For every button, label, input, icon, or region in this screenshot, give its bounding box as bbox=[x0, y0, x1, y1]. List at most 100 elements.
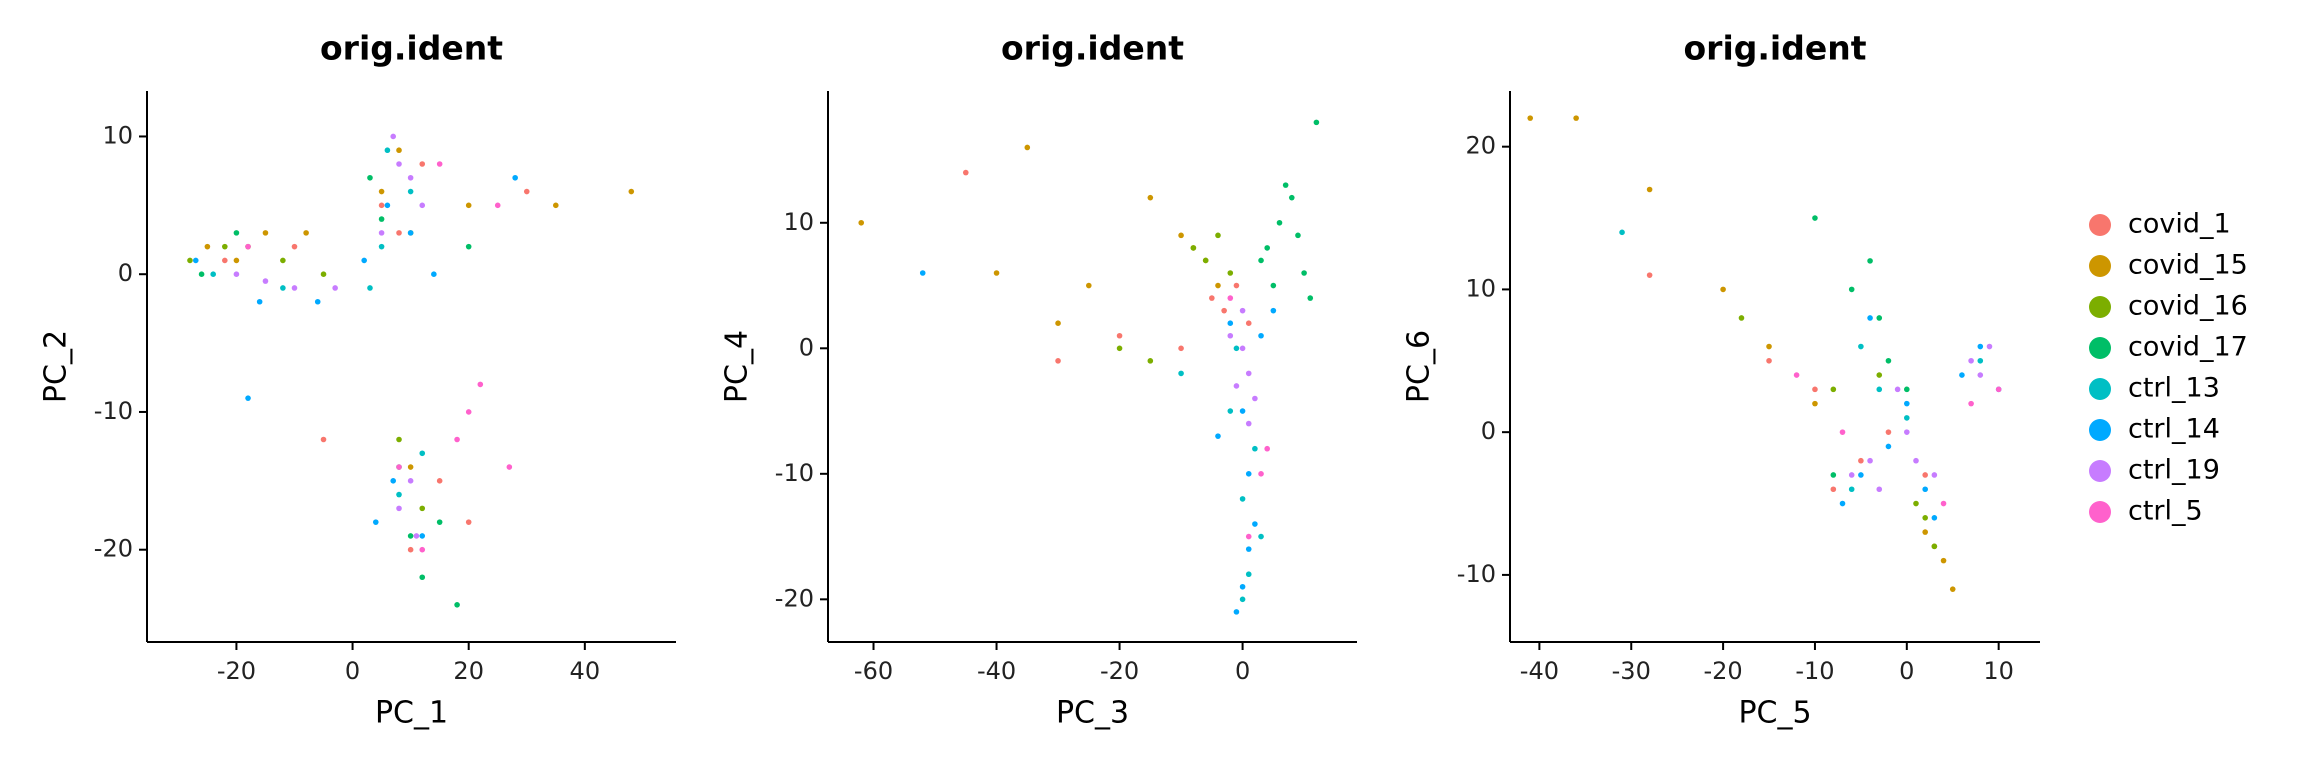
point bbox=[1233, 345, 1240, 352]
point bbox=[1239, 307, 1246, 314]
point bbox=[407, 230, 414, 236]
legend-key bbox=[2089, 337, 2111, 359]
point bbox=[1227, 270, 1234, 276]
point bbox=[1931, 515, 1938, 521]
point bbox=[204, 243, 211, 250]
chart-title: orig.ident bbox=[1684, 29, 1867, 68]
point bbox=[454, 436, 460, 443]
point bbox=[1830, 472, 1837, 478]
point bbox=[1940, 557, 1947, 564]
point bbox=[1233, 282, 1240, 289]
point bbox=[245, 243, 251, 250]
point bbox=[506, 464, 513, 470]
point bbox=[1885, 443, 1892, 450]
point bbox=[1995, 386, 2002, 393]
point bbox=[431, 271, 437, 278]
x-tick-label: -40 bbox=[977, 657, 1016, 685]
point bbox=[1270, 282, 1277, 289]
x-axis-label: PC_3 bbox=[1056, 696, 1129, 731]
point bbox=[1885, 429, 1892, 435]
point bbox=[1313, 119, 1320, 126]
point bbox=[1190, 245, 1197, 251]
point bbox=[390, 478, 397, 484]
point bbox=[320, 436, 327, 443]
point bbox=[1894, 386, 1901, 393]
point bbox=[919, 270, 926, 276]
point bbox=[1913, 457, 1919, 464]
y-tick-label: -10 bbox=[94, 397, 133, 425]
point bbox=[396, 505, 402, 512]
legend-label: ctrl_19 bbox=[2128, 455, 2220, 486]
legend-key bbox=[2089, 214, 2111, 236]
point bbox=[187, 257, 193, 264]
point bbox=[1968, 400, 1974, 407]
point bbox=[1215, 282, 1221, 289]
y-tick-label: 10 bbox=[1465, 274, 1496, 302]
point bbox=[1276, 219, 1283, 226]
chart-title: orig.ident bbox=[320, 29, 503, 68]
point bbox=[1830, 486, 1837, 493]
point bbox=[1858, 457, 1864, 464]
point bbox=[1940, 500, 1947, 507]
point bbox=[303, 230, 309, 236]
point bbox=[1968, 357, 1974, 364]
x-tick-label: 10 bbox=[1983, 657, 2014, 685]
point bbox=[1147, 194, 1154, 201]
legend-label: covid_17 bbox=[2128, 332, 2248, 363]
x-tick-label: 0 bbox=[1235, 657, 1250, 685]
point bbox=[396, 436, 402, 443]
point bbox=[1839, 429, 1846, 435]
point bbox=[1178, 232, 1184, 239]
point bbox=[1977, 343, 1984, 350]
point bbox=[1215, 433, 1221, 439]
point bbox=[1270, 307, 1277, 314]
point bbox=[1233, 383, 1240, 389]
point bbox=[1858, 343, 1864, 350]
point bbox=[210, 271, 216, 278]
point bbox=[858, 219, 865, 226]
legend-key bbox=[2089, 501, 2111, 523]
point bbox=[407, 533, 414, 539]
point bbox=[1055, 320, 1061, 326]
y-tick-label: 20 bbox=[1465, 132, 1496, 160]
point bbox=[1264, 245, 1270, 251]
point bbox=[1876, 486, 1883, 493]
point bbox=[552, 202, 559, 209]
point bbox=[1227, 320, 1234, 326]
point bbox=[494, 202, 501, 209]
point bbox=[407, 188, 414, 195]
point bbox=[1848, 486, 1855, 493]
point bbox=[1221, 307, 1227, 314]
point bbox=[1904, 400, 1910, 407]
legend-label: covid_16 bbox=[2128, 291, 2248, 322]
point bbox=[407, 546, 414, 553]
point bbox=[1178, 345, 1184, 352]
point bbox=[256, 298, 263, 305]
point bbox=[1646, 272, 1653, 278]
legend-label: ctrl_13 bbox=[2128, 373, 2220, 404]
point bbox=[1876, 315, 1883, 321]
x-tick-label: -60 bbox=[854, 657, 893, 685]
point bbox=[1839, 500, 1846, 507]
legend-label: ctrl_14 bbox=[2128, 414, 2220, 445]
y-tick-label: -20 bbox=[775, 584, 814, 612]
point bbox=[245, 395, 251, 401]
point bbox=[1178, 370, 1184, 377]
point bbox=[1738, 315, 1745, 321]
point bbox=[1307, 295, 1314, 301]
point bbox=[262, 278, 269, 284]
x-tick-label: 40 bbox=[570, 657, 601, 685]
x-tick-label: -30 bbox=[1612, 657, 1651, 685]
x-tick-label: -20 bbox=[1100, 657, 1139, 685]
point bbox=[1245, 320, 1252, 326]
point bbox=[419, 546, 426, 553]
point bbox=[1258, 332, 1264, 339]
point bbox=[1252, 445, 1258, 452]
point bbox=[1227, 408, 1234, 414]
point bbox=[1086, 282, 1092, 289]
point bbox=[314, 298, 321, 305]
point bbox=[1147, 358, 1154, 364]
point bbox=[1209, 295, 1215, 301]
point bbox=[1646, 186, 1653, 193]
point bbox=[320, 271, 327, 278]
